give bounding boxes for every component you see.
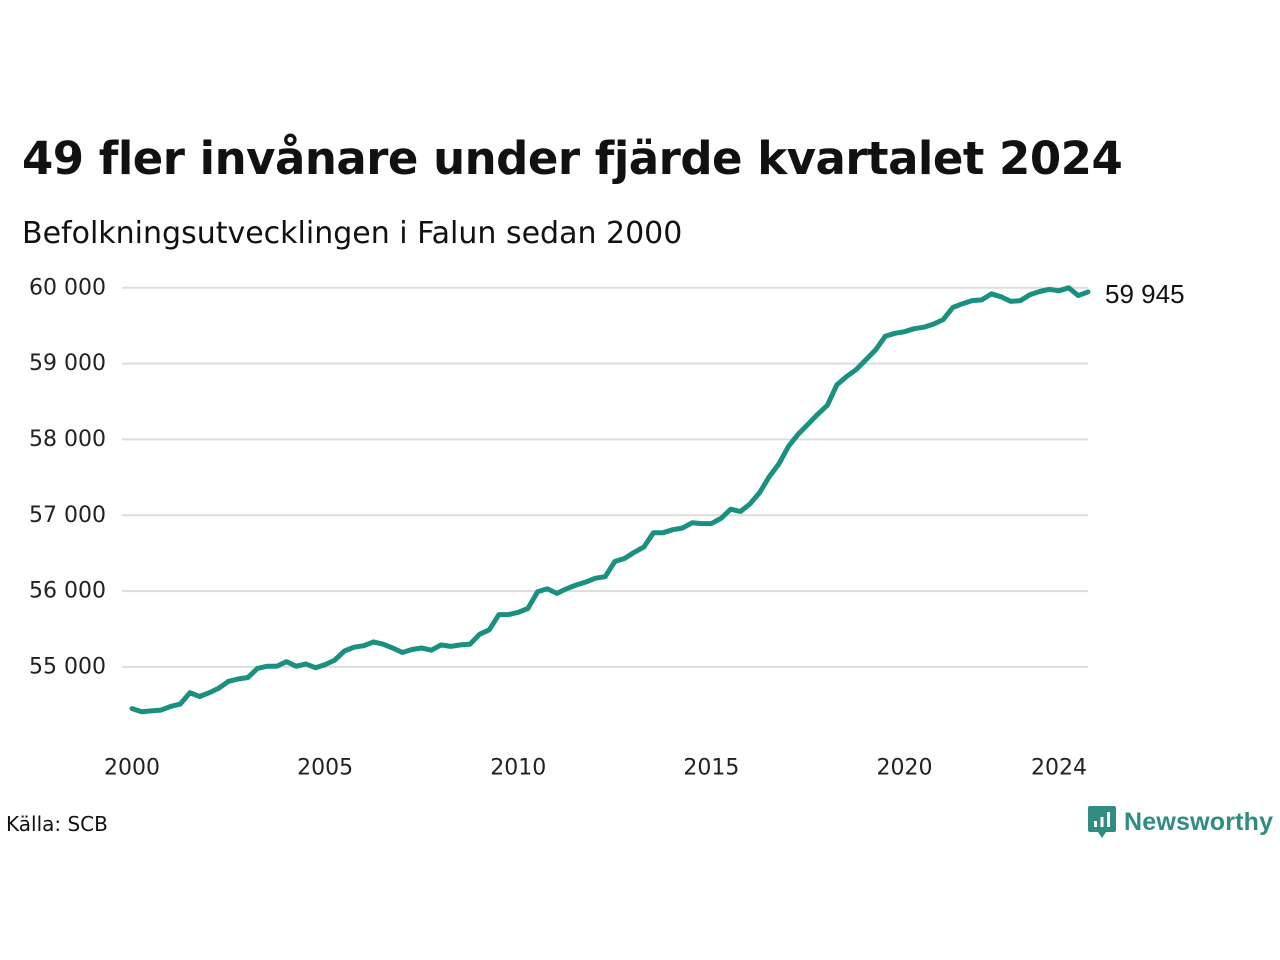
population-line: [129, 285, 1091, 715]
y-tick-label: 56 000: [29, 579, 106, 604]
chart-subtitle: Befolkningsutvecklingen i Falun sedan 20…: [22, 216, 683, 251]
end-value-label: 59 945: [1105, 279, 1185, 309]
chart-title: 49 fler invånare under fjärde kvartalet …: [22, 132, 1123, 185]
grid-lines: [122, 286, 1088, 668]
brand-name: Newsworthy: [1124, 807, 1274, 836]
source-note: Källa: SCB: [6, 812, 108, 836]
y-tick-label: 60 000: [29, 275, 106, 300]
x-tick-label: 2000: [104, 756, 160, 781]
x-tick-label: 2005: [297, 756, 353, 781]
y-tick-label: 59 000: [29, 351, 106, 376]
newsworthy-logo-icon: [1088, 806, 1116, 838]
x-tick-label: 2010: [490, 756, 546, 781]
y-tick-label: 55 000: [29, 654, 106, 679]
data-labels: 59 945: [1105, 279, 1185, 309]
y-tick-label: 58 000: [29, 427, 106, 452]
x-tick-label: 2015: [683, 756, 739, 781]
x-axis: 2000 2005 2010 2015 2020 2024: [104, 756, 1087, 781]
y-tick-label: 57 000: [29, 503, 106, 528]
x-tick-label: 2024: [1031, 756, 1087, 781]
y-axis: 55 000 56 000 57 000 58 000 59 000 60 000: [29, 275, 106, 679]
series-layer: [129, 285, 1091, 715]
x-tick-label: 2020: [877, 756, 933, 781]
brand-logo: Newsworthy: [1087, 804, 1273, 840]
